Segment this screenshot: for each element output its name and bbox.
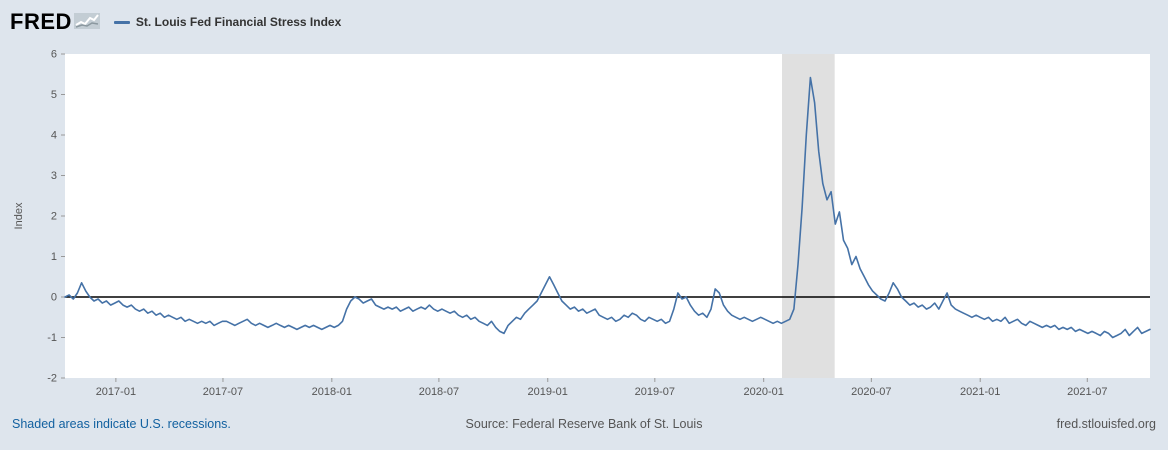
y-tick-label: 6 xyxy=(51,49,57,61)
x-tick-label: 2021-07 xyxy=(1067,386,1107,398)
y-tick-label: 5 xyxy=(51,89,57,101)
chart-header: FRED St. Louis Fed Financial Stress Inde… xyxy=(10,7,341,37)
y-tick-label: -1 xyxy=(47,332,57,344)
series-line xyxy=(64,76,1151,339)
x-tick-label: 2020-01 xyxy=(743,386,783,398)
y-tick-label: 1 xyxy=(51,251,57,263)
stress-index-chart[interactable]: -2 -1 0 1 2 3 4 5 6 2017-01 2017-07 2018-01 2018-07 2… xyxy=(0,44,1168,406)
x-tick-label: 2021-01 xyxy=(960,386,1000,398)
y-axis-title: Index xyxy=(13,202,25,229)
plot-area[interactable] xyxy=(65,54,1150,378)
x-tick-label: 2017-07 xyxy=(203,386,243,398)
y-tick-label: 0 xyxy=(51,292,57,304)
source-text: Source: Federal Reserve Bank of St. Loui… xyxy=(465,417,703,431)
x-tick-label: 2020-07 xyxy=(851,386,891,398)
legend-line-marker xyxy=(113,20,130,24)
x-tick-label: 2017-01 xyxy=(96,386,136,398)
y-tick-label: 3 xyxy=(51,170,57,182)
recessions-note-link[interactable]: Shaded areas indicate U.S. recessions. xyxy=(12,417,231,431)
x-tick-label: 2019-01 xyxy=(528,386,568,398)
fred-logo[interactable]: FRED xyxy=(10,11,100,33)
legend: St. Louis Fed Financial Stress Index xyxy=(113,15,342,29)
y-tick-label: -2 xyxy=(47,373,57,385)
x-tick-label: 2018-01 xyxy=(312,386,352,398)
fred-logo-text: FRED xyxy=(10,9,72,34)
chart-footer: Shaded areas indicate U.S. recessions. S… xyxy=(0,417,1168,435)
site-link[interactable]: fred.stlouisfed.org xyxy=(1056,417,1156,431)
legend-series-label[interactable]: St. Louis Fed Financial Stress Index xyxy=(135,15,342,29)
fred-logo-chart-icon xyxy=(73,13,100,29)
y-tick-label: 2 xyxy=(51,211,57,223)
x-tick-label: 2018-07 xyxy=(419,386,459,398)
x-tick-label: 2019-07 xyxy=(635,386,675,398)
y-tick-label: 4 xyxy=(51,130,57,142)
